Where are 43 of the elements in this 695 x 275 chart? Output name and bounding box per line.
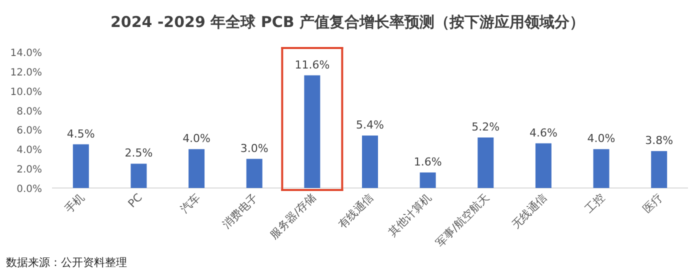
x-tick-label: 其他计算机	[386, 190, 434, 240]
x-tick-label: 工控	[582, 190, 608, 216]
y-tick-label: 8.0%	[16, 106, 42, 118]
bar	[304, 75, 320, 188]
data-label: 4.6%	[529, 126, 558, 140]
x-tick-label: 消费电子	[220, 190, 260, 232]
y-tick-label: 10.0%	[10, 86, 42, 98]
y-tick-label: 4.0%	[16, 145, 42, 156]
data-label: 4.0%	[587, 132, 616, 146]
y-tick-label: 12.0%	[10, 67, 42, 78]
bar	[478, 137, 494, 188]
bar	[362, 136, 378, 188]
bar	[420, 172, 436, 188]
bar	[72, 144, 89, 188]
data-label: 4.5%	[66, 127, 95, 140]
y-tick-label: 0.0%	[16, 184, 42, 195]
x-tick-label: 无线通信	[509, 190, 550, 232]
data-label: 4.0%	[182, 132, 211, 146]
bar	[130, 164, 147, 188]
y-tick-label: 2.0%	[16, 164, 42, 176]
x-tick-label: PC	[126, 190, 146, 210]
x-tick-label: 汽车	[178, 190, 203, 216]
y-tick-label: 14.0%	[10, 48, 42, 59]
bar	[246, 158, 262, 188]
data-label: 1.6%	[414, 155, 442, 168]
x-tick-label: 服务器/存储	[268, 190, 318, 242]
bar	[535, 143, 552, 188]
data-label: 5.4%	[356, 118, 384, 132]
x-tick-label: 医疗	[640, 190, 666, 216]
chart-title: 2024 -2029 年全球 PCB 产值复合增长率预测（按下游应用领域分）	[110, 13, 585, 31]
bar	[593, 149, 610, 188]
x-tick-label: 手机	[62, 190, 88, 216]
source-note: 数据来源：公开资料整理	[6, 256, 127, 269]
x-tick-label: 军事/航空航天	[433, 190, 492, 250]
x-tick-label: 有线通信	[336, 190, 376, 232]
data-label: 3.8%	[645, 134, 674, 148]
bar	[188, 149, 205, 188]
bar	[651, 151, 668, 188]
data-label: 11.6%	[294, 58, 330, 72]
data-label: 3.0%	[240, 142, 268, 155]
y-tick-label: 6.0%	[16, 126, 42, 137]
data-label: 2.5%	[124, 146, 153, 160]
data-label: 5.2%	[472, 120, 500, 134]
